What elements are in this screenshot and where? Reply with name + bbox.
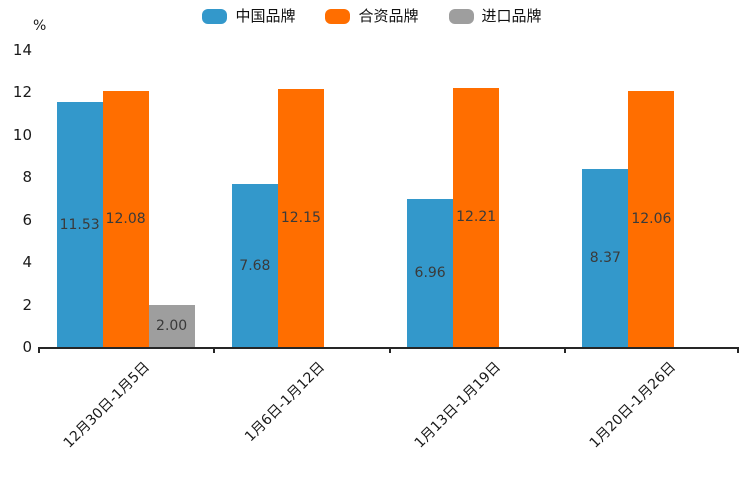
bar-value-label: 12.08 [105,210,146,227]
y-tick-label: 12 [12,83,32,102]
y-tick-label: 2 [22,295,32,314]
x-axis-label: 1月13日-1月19日 [411,359,504,452]
legend-item-series-0[interactable]: 中国品牌 [202,9,295,24]
plot-area: 0 2 4 6 8 10 12 14 11.53 12.08 2.00 12月30日-1月5日 7.68… [13,41,739,451]
x-axis-tick [737,347,739,353]
bar-series-0: 7.68 [231,184,278,347]
bar-series-1: 12.21 [453,87,500,347]
bar-series-0: 6.96 [407,199,454,347]
bar-value-label: 12.06 [631,211,672,228]
bar-value-label: 12.21 [456,209,497,226]
bar-value-label: 12.15 [280,210,321,227]
legend-item-series-2[interactable]: 进口品牌 [448,7,542,25]
bar-series-1: 12.08 [102,90,149,347]
y-axis-unit-label: % [33,18,47,34]
x-axis-tick [213,347,216,353]
bar-series-1: 12.06 [628,91,675,347]
x-axis-label: 1月20日-1月26日 [586,359,679,452]
y-tick-label: 8 [22,168,32,187]
y-tick-label: 0 [22,338,32,356]
legend-item-label: 合资品牌 [358,7,419,25]
x-axis-label: 1月6日-1月12日 [242,359,329,446]
y-tick-label: 6 [22,210,32,229]
legend-item-label: 进口品牌 [481,7,542,25]
x-axis-label: 12月30日-1月5日 [60,359,154,452]
bar-value-label: 6.96 [414,265,446,282]
legend-item-series-1[interactable]: 合资品牌 [325,7,419,25]
bar-series-2: 2.00 [148,304,195,347]
bar-series-0: 8.37 [582,169,629,347]
legend: 中国品牌 合资品牌 进口品牌 [0,9,744,24]
bar-value-label: 7.68 [239,257,271,274]
x-axis-tick [388,347,391,353]
x-axis-tick [38,347,40,353]
y-tick-label: 4 [22,253,32,272]
y-tick-label: 14 [12,41,32,59]
bar-value-label: 8.37 [589,250,621,267]
bar-value-label: 2.00 [156,317,188,334]
legend-swatch-icon [325,9,351,24]
bar-series-0: 11.53 [56,102,103,347]
legend-item-label: 中国品牌 [235,7,296,25]
y-tick-label: 10 [12,125,32,144]
legend-swatch-icon [448,9,474,24]
bar-value-label: 11.53 [59,216,100,233]
x-axis-tick [563,347,566,353]
bar-series-1: 12.15 [277,89,324,347]
legend-swatch-icon [202,9,228,24]
